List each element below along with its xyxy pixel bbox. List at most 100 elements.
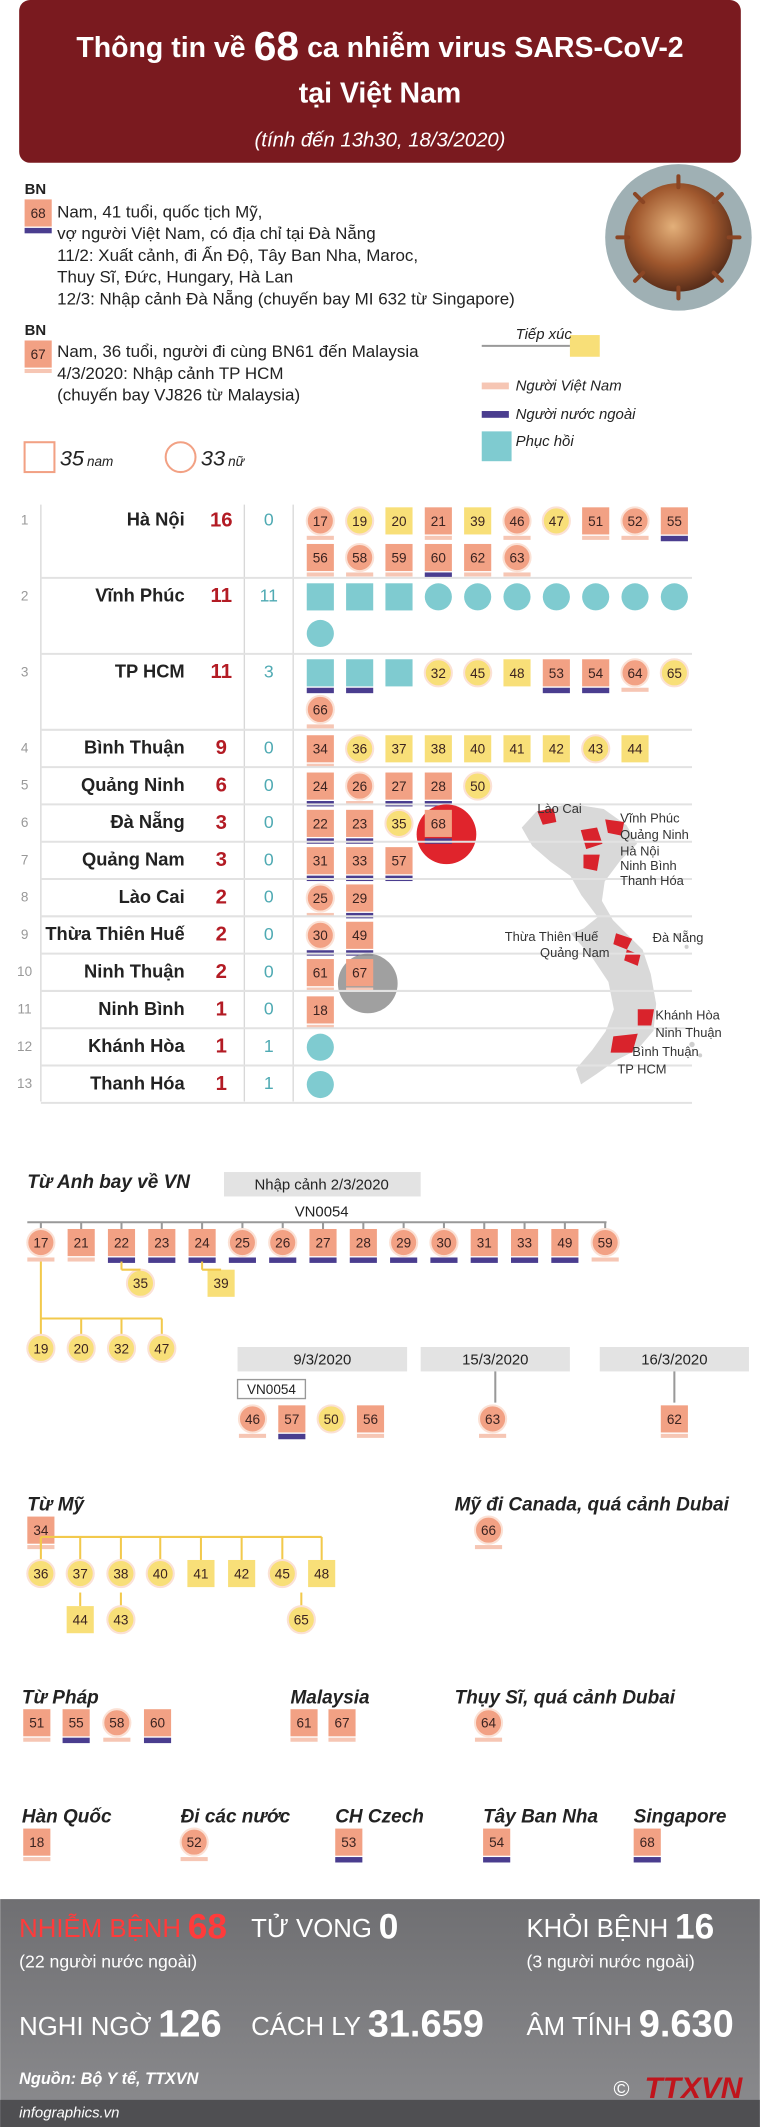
case-badge <box>551 1228 579 1257</box>
case-number: 18 <box>29 1835 44 1850</box>
recovered-count: 0 <box>264 510 274 530</box>
legend-label: Tiếp xúc <box>516 326 573 343</box>
flight-label: VN0054 <box>247 1382 296 1397</box>
case-badge <box>424 507 452 535</box>
stat-note: (22 người nước ngoài) <box>19 1952 197 1972</box>
case-number: 35 <box>133 1276 148 1291</box>
vietnam-map <box>520 802 703 1087</box>
case-number: 67 <box>31 347 46 362</box>
vietnamese-bar <box>385 572 413 577</box>
vietnamese-bar <box>27 1257 55 1262</box>
patient-line: 4/3/2020: Nhập cảnh TP HCM <box>57 364 283 383</box>
case-number: 55 <box>667 514 682 529</box>
copyright: © <box>613 2076 629 2101</box>
case-number: 65 <box>667 666 682 681</box>
case-badge <box>463 771 493 801</box>
male-count: 35 <box>60 446 85 471</box>
recovered-count: 0 <box>264 737 274 757</box>
case-number: 25 <box>235 1235 250 1250</box>
foreign-bar <box>483 1857 511 1863</box>
male-icon <box>23 441 56 474</box>
province-name: Thừa Thiên Huế <box>45 923 185 944</box>
case-number: 46 <box>509 514 524 529</box>
case-number: 66 <box>481 1523 496 1538</box>
case-badge <box>621 583 649 611</box>
case-number: 29 <box>396 1235 411 1250</box>
case-count: 1 <box>216 998 227 1020</box>
date-box <box>237 1347 408 1372</box>
case-count: 11 <box>211 661 232 683</box>
province-name: Đà Nẵng <box>110 810 184 832</box>
group-label: Tây Ban Nha <box>483 1807 598 1828</box>
case-badge <box>590 1227 620 1258</box>
map-label: Quảng Nam <box>540 945 609 960</box>
female-icon <box>164 441 197 474</box>
case-number: 62 <box>667 1412 682 1427</box>
case-badge <box>23 1709 51 1737</box>
case-number: 22 <box>313 816 328 831</box>
case-badge <box>542 659 570 687</box>
case-number: 64 <box>627 666 643 681</box>
recovered-count: 0 <box>264 812 274 832</box>
case-badge <box>65 1558 95 1589</box>
case-number: 18 <box>313 1003 328 1018</box>
row-index: 3 <box>21 664 29 679</box>
case-badge <box>424 543 452 572</box>
case-badge <box>286 1605 316 1635</box>
case-badge <box>187 1559 215 1588</box>
case-badge <box>24 199 52 227</box>
case-number: 34 <box>33 1523 49 1538</box>
vietnamese-bar <box>238 1433 267 1438</box>
foreign-bar <box>349 1257 377 1263</box>
foreign-bar <box>551 1257 579 1263</box>
case-badge <box>290 1709 318 1737</box>
case-badge <box>306 847 334 875</box>
map-label: Ninh Bình <box>620 858 677 873</box>
case-badge <box>581 734 611 764</box>
case-badge <box>306 1070 334 1099</box>
case-number: 57 <box>391 854 406 869</box>
foreign-bar <box>582 687 610 694</box>
case-badge <box>148 1228 176 1257</box>
case-number: 59 <box>391 550 406 565</box>
case-number: 17 <box>33 1235 48 1250</box>
case-badge <box>316 1404 346 1434</box>
foreign-bar <box>424 572 452 578</box>
case-badge <box>464 543 492 572</box>
case-number: 67 <box>352 966 367 981</box>
map-label: Ninh Thuận <box>655 1025 721 1040</box>
case-badge <box>106 1558 136 1589</box>
group-label: Hàn Quốc <box>22 1807 112 1828</box>
case-count: 2 <box>216 961 227 983</box>
case-number: 29 <box>352 891 367 906</box>
case-count: 11 <box>211 585 232 607</box>
case-badge <box>309 1228 337 1257</box>
table-frame <box>40 504 294 1102</box>
vietnamese-bar <box>306 1024 334 1029</box>
row-index: 6 <box>21 815 29 830</box>
case-badge <box>345 506 375 536</box>
case-badge <box>306 583 334 611</box>
case-badge <box>147 1333 177 1363</box>
case-badge <box>660 583 688 611</box>
case-number: 68 <box>31 206 46 221</box>
case-badge <box>62 1709 90 1737</box>
case-badge <box>660 1405 688 1433</box>
foreign-bar <box>510 1257 539 1263</box>
foreign-bar <box>633 1857 661 1863</box>
province-name: Hà Nội <box>127 509 185 530</box>
case-number: 21 <box>74 1235 89 1250</box>
date-label: 15/3/2020 <box>462 1352 528 1369</box>
case-count: 16 <box>210 509 233 531</box>
case-badge <box>306 959 334 987</box>
case-badge <box>429 1227 459 1258</box>
case-badge <box>106 1605 136 1635</box>
case-badge <box>621 735 649 763</box>
case-number: 46 <box>245 1412 260 1427</box>
case-badge <box>346 884 374 912</box>
case-badge <box>349 1228 377 1257</box>
vietnamese-bar <box>464 572 492 577</box>
source: Nguồn: Bộ Y tế, TTXVN <box>19 2070 199 2088</box>
foreign-bar <box>228 1257 256 1263</box>
case-number: 62 <box>470 550 485 565</box>
